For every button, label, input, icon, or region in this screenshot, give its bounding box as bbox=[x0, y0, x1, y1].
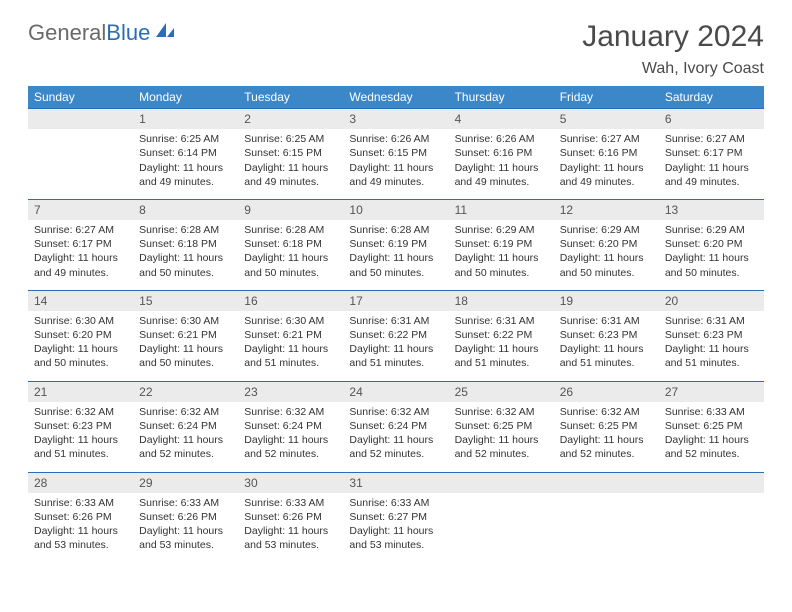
sail-icon bbox=[154, 21, 176, 46]
day-cell: Sunrise: 6:29 AMSunset: 6:19 PMDaylight:… bbox=[449, 220, 554, 290]
day-cell: Sunrise: 6:29 AMSunset: 6:20 PMDaylight:… bbox=[659, 220, 764, 290]
day-cell: Sunrise: 6:32 AMSunset: 6:23 PMDaylight:… bbox=[28, 402, 133, 472]
day-number: 21 bbox=[28, 381, 133, 402]
day-number: 7 bbox=[28, 199, 133, 220]
day-number: 12 bbox=[554, 199, 659, 220]
day-cell: Sunrise: 6:33 AMSunset: 6:27 PMDaylight:… bbox=[343, 493, 448, 563]
day-number: 18 bbox=[449, 290, 554, 311]
day-header: Sunday bbox=[28, 86, 133, 109]
day-number: 10 bbox=[343, 199, 448, 220]
day-number: 23 bbox=[238, 381, 343, 402]
logo-text: GeneralBlue bbox=[28, 20, 150, 46]
day-number: 9 bbox=[238, 199, 343, 220]
day-number bbox=[554, 472, 659, 493]
day-number: 5 bbox=[554, 109, 659, 130]
day-number: 27 bbox=[659, 381, 764, 402]
day-number-row: 78910111213 bbox=[28, 199, 764, 220]
day-number: 16 bbox=[238, 290, 343, 311]
header: GeneralBlue January 2024 Wah, Ivory Coas… bbox=[28, 20, 764, 78]
day-number: 2 bbox=[238, 109, 343, 130]
calendar-body: 123456 Sunrise: 6:25 AMSunset: 6:14 PMDa… bbox=[28, 109, 764, 563]
day-cell: Sunrise: 6:32 AMSunset: 6:25 PMDaylight:… bbox=[449, 402, 554, 472]
day-number: 28 bbox=[28, 472, 133, 493]
day-header: Thursday bbox=[449, 86, 554, 109]
day-number: 8 bbox=[133, 199, 238, 220]
day-content-row: Sunrise: 6:30 AMSunset: 6:20 PMDaylight:… bbox=[28, 311, 764, 381]
day-number: 13 bbox=[659, 199, 764, 220]
day-cell: Sunrise: 6:27 AMSunset: 6:17 PMDaylight:… bbox=[659, 129, 764, 199]
day-number: 11 bbox=[449, 199, 554, 220]
day-cell: Sunrise: 6:32 AMSunset: 6:24 PMDaylight:… bbox=[238, 402, 343, 472]
day-number: 26 bbox=[554, 381, 659, 402]
day-number: 14 bbox=[28, 290, 133, 311]
day-number-row: 21222324252627 bbox=[28, 381, 764, 402]
day-cell bbox=[28, 129, 133, 199]
day-header: Monday bbox=[133, 86, 238, 109]
day-cell: Sunrise: 6:28 AMSunset: 6:18 PMDaylight:… bbox=[238, 220, 343, 290]
day-cell: Sunrise: 6:31 AMSunset: 6:22 PMDaylight:… bbox=[343, 311, 448, 381]
day-number: 30 bbox=[238, 472, 343, 493]
day-number: 25 bbox=[449, 381, 554, 402]
day-number bbox=[28, 109, 133, 130]
day-number: 29 bbox=[133, 472, 238, 493]
day-header: Saturday bbox=[659, 86, 764, 109]
day-number bbox=[449, 472, 554, 493]
day-number: 3 bbox=[343, 109, 448, 130]
day-number-row: 14151617181920 bbox=[28, 290, 764, 311]
day-cell: Sunrise: 6:28 AMSunset: 6:19 PMDaylight:… bbox=[343, 220, 448, 290]
day-content-row: Sunrise: 6:32 AMSunset: 6:23 PMDaylight:… bbox=[28, 402, 764, 472]
day-cell: Sunrise: 6:27 AMSunset: 6:16 PMDaylight:… bbox=[554, 129, 659, 199]
day-cell: Sunrise: 6:33 AMSunset: 6:26 PMDaylight:… bbox=[133, 493, 238, 563]
day-cell: Sunrise: 6:32 AMSunset: 6:24 PMDaylight:… bbox=[343, 402, 448, 472]
location: Wah, Ivory Coast bbox=[582, 60, 764, 78]
day-number: 15 bbox=[133, 290, 238, 311]
day-cell: Sunrise: 6:33 AMSunset: 6:26 PMDaylight:… bbox=[28, 493, 133, 563]
day-cell: Sunrise: 6:31 AMSunset: 6:23 PMDaylight:… bbox=[554, 311, 659, 381]
day-number: 6 bbox=[659, 109, 764, 130]
day-number: 22 bbox=[133, 381, 238, 402]
day-number: 17 bbox=[343, 290, 448, 311]
day-cell: Sunrise: 6:30 AMSunset: 6:21 PMDaylight:… bbox=[238, 311, 343, 381]
day-content-row: Sunrise: 6:25 AMSunset: 6:14 PMDaylight:… bbox=[28, 129, 764, 199]
day-cell: Sunrise: 6:26 AMSunset: 6:16 PMDaylight:… bbox=[449, 129, 554, 199]
day-cell bbox=[449, 493, 554, 563]
day-number: 20 bbox=[659, 290, 764, 311]
day-cell: Sunrise: 6:30 AMSunset: 6:21 PMDaylight:… bbox=[133, 311, 238, 381]
title-block: January 2024 Wah, Ivory Coast bbox=[582, 20, 764, 78]
day-cell bbox=[554, 493, 659, 563]
day-number: 1 bbox=[133, 109, 238, 130]
day-cell: Sunrise: 6:25 AMSunset: 6:15 PMDaylight:… bbox=[238, 129, 343, 199]
logo: GeneralBlue bbox=[28, 20, 176, 46]
day-cell: Sunrise: 6:25 AMSunset: 6:14 PMDaylight:… bbox=[133, 129, 238, 199]
day-number: 24 bbox=[343, 381, 448, 402]
day-header: Wednesday bbox=[343, 86, 448, 109]
day-cell: Sunrise: 6:31 AMSunset: 6:23 PMDaylight:… bbox=[659, 311, 764, 381]
day-cell: Sunrise: 6:31 AMSunset: 6:22 PMDaylight:… bbox=[449, 311, 554, 381]
day-cell: Sunrise: 6:32 AMSunset: 6:25 PMDaylight:… bbox=[554, 402, 659, 472]
logo-word-1: General bbox=[28, 20, 106, 45]
day-number-row: 123456 bbox=[28, 109, 764, 130]
day-number-row: 28293031 bbox=[28, 472, 764, 493]
day-cell: Sunrise: 6:28 AMSunset: 6:18 PMDaylight:… bbox=[133, 220, 238, 290]
day-cell: Sunrise: 6:26 AMSunset: 6:15 PMDaylight:… bbox=[343, 129, 448, 199]
day-number bbox=[659, 472, 764, 493]
day-content-row: Sunrise: 6:27 AMSunset: 6:17 PMDaylight:… bbox=[28, 220, 764, 290]
page-title: January 2024 bbox=[582, 20, 764, 54]
day-cell bbox=[659, 493, 764, 563]
logo-word-2: Blue bbox=[106, 20, 150, 45]
day-cell: Sunrise: 6:33 AMSunset: 6:26 PMDaylight:… bbox=[238, 493, 343, 563]
day-cell: Sunrise: 6:32 AMSunset: 6:24 PMDaylight:… bbox=[133, 402, 238, 472]
day-header-row: SundayMondayTuesdayWednesdayThursdayFrid… bbox=[28, 86, 764, 109]
day-header: Friday bbox=[554, 86, 659, 109]
day-header: Tuesday bbox=[238, 86, 343, 109]
day-number: 4 bbox=[449, 109, 554, 130]
day-cell: Sunrise: 6:29 AMSunset: 6:20 PMDaylight:… bbox=[554, 220, 659, 290]
day-number: 19 bbox=[554, 290, 659, 311]
calendar-table: SundayMondayTuesdayWednesdayThursdayFrid… bbox=[28, 86, 764, 562]
day-number: 31 bbox=[343, 472, 448, 493]
day-content-row: Sunrise: 6:33 AMSunset: 6:26 PMDaylight:… bbox=[28, 493, 764, 563]
day-cell: Sunrise: 6:27 AMSunset: 6:17 PMDaylight:… bbox=[28, 220, 133, 290]
day-cell: Sunrise: 6:30 AMSunset: 6:20 PMDaylight:… bbox=[28, 311, 133, 381]
day-cell: Sunrise: 6:33 AMSunset: 6:25 PMDaylight:… bbox=[659, 402, 764, 472]
